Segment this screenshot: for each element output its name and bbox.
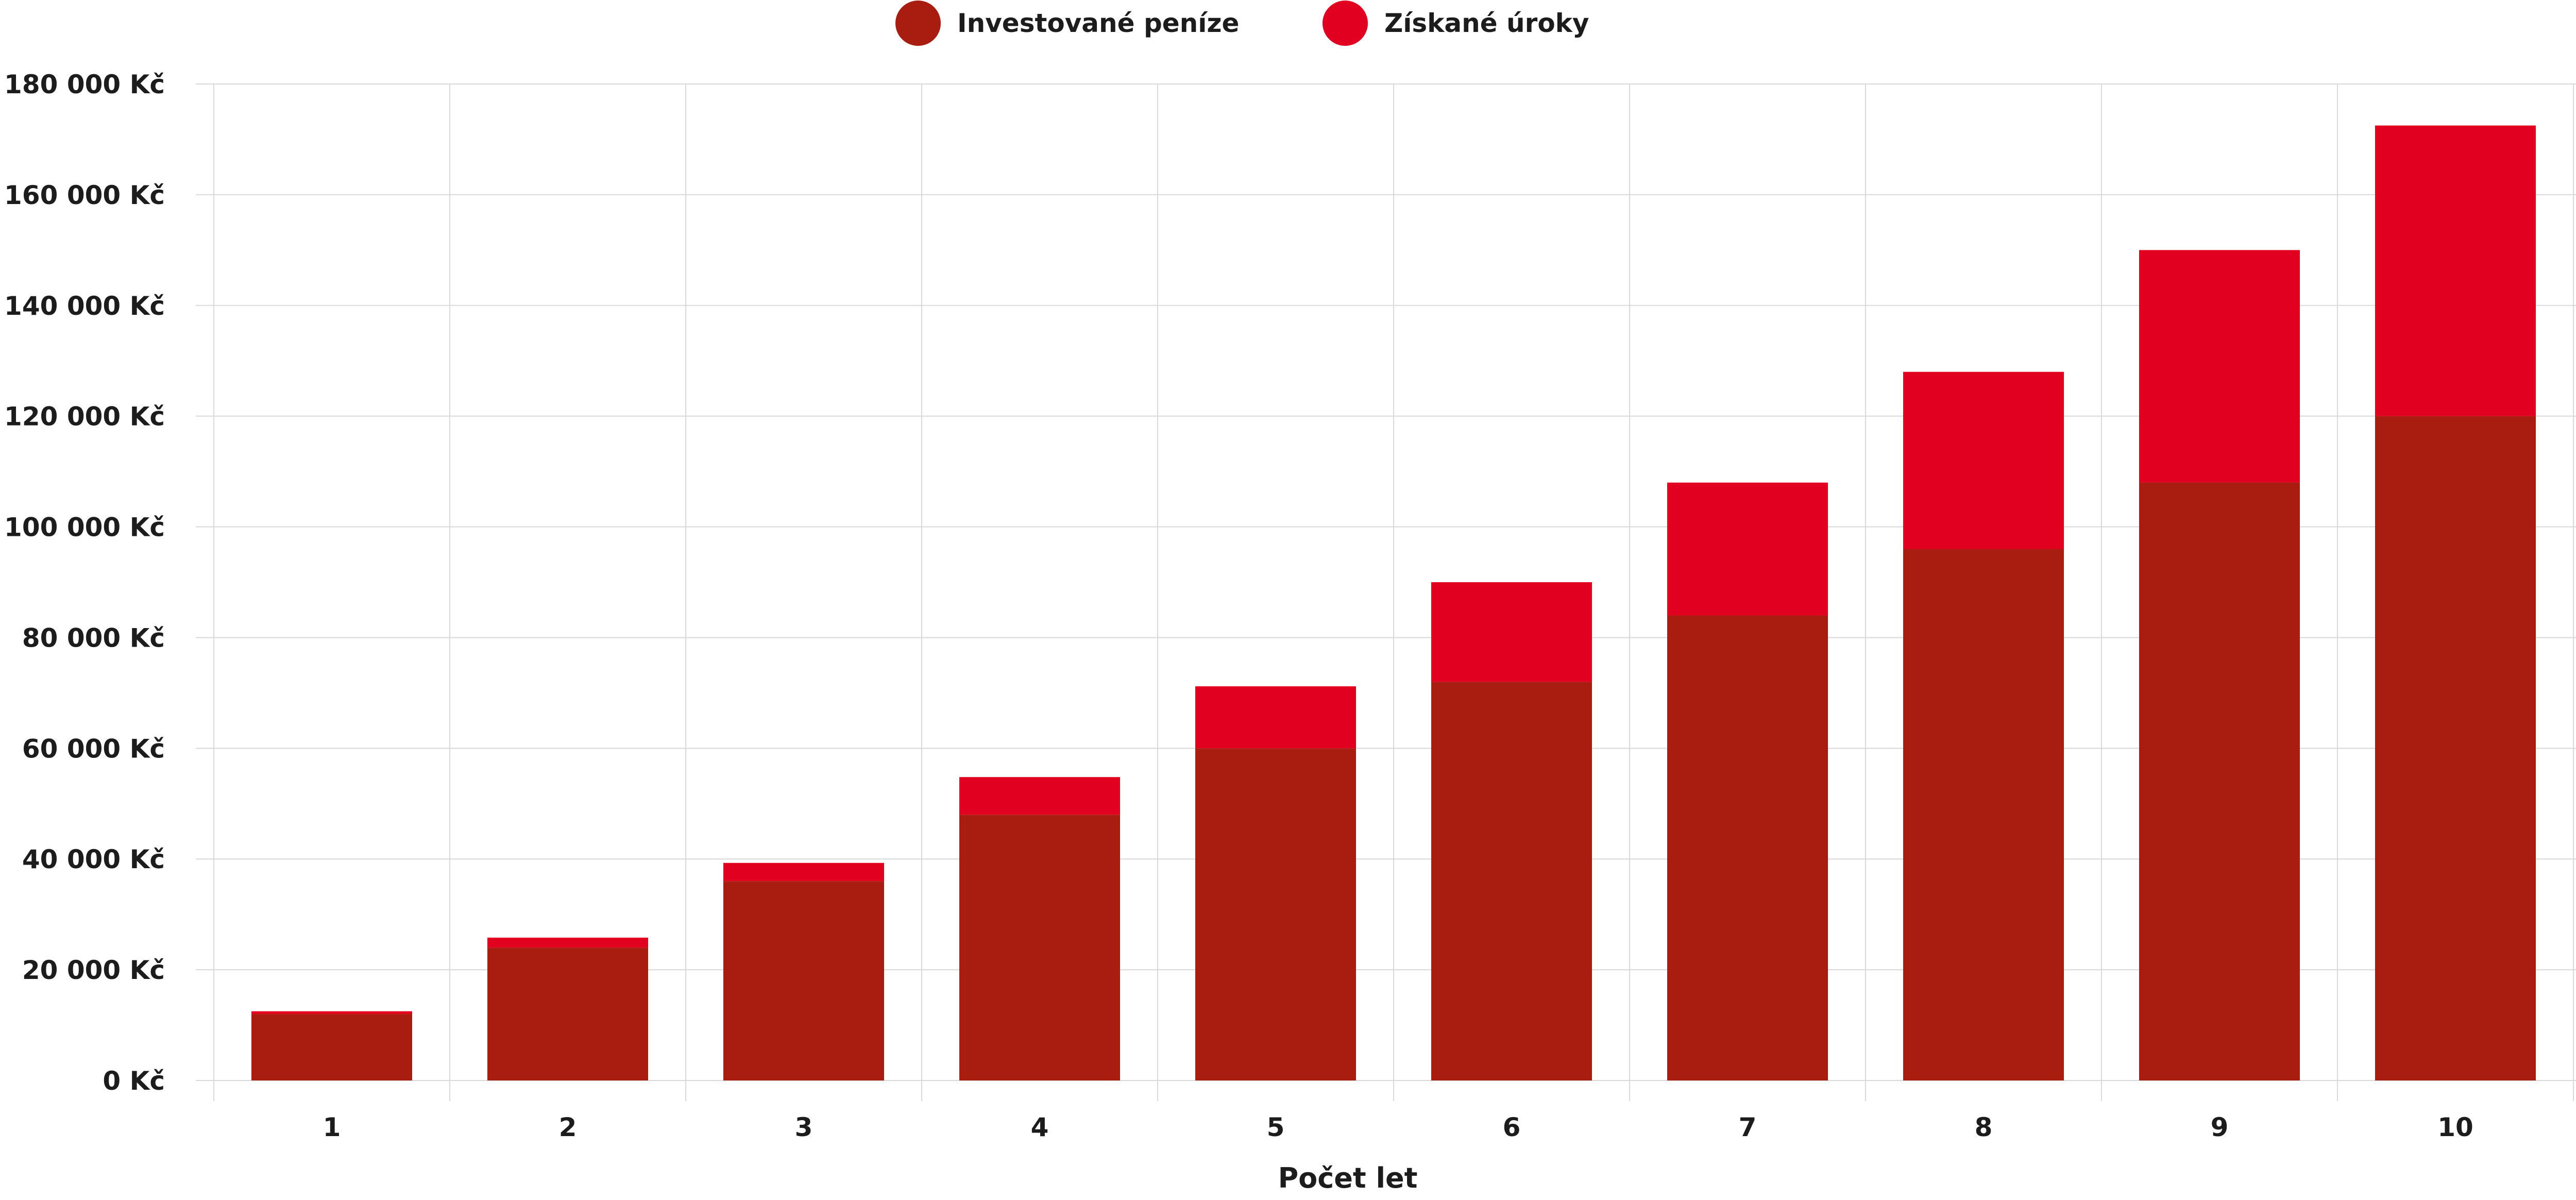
legend-label-interest: Získané úroky [1384,8,1589,38]
x-tick-label: 9 [2211,1112,2229,1142]
y-tick-label: 100 000 Kč [4,513,165,543]
bar-invested [2375,416,2536,1080]
bar-invested [1667,615,1828,1080]
x-tick-label: 4 [1031,1112,1049,1142]
bar-invested [251,1014,412,1080]
x-tick-label: 7 [1739,1112,1757,1142]
chart-legend: Investované peníze Získané úroky [0,0,2576,46]
bar-interest [1667,482,1828,616]
bar-invested [487,948,648,1080]
bar-interest [1903,371,2064,549]
legend-item-invested: Investované peníze [895,0,1239,46]
legend-swatch-interest [1323,1,1368,46]
y-tick-label: 40 000 Kč [22,844,165,874]
legend-label-invested: Investované peníze [957,8,1240,38]
bar-invested [1903,549,2064,1080]
bar-interest [959,777,1120,815]
y-tick-label: 140 000 Kč [4,291,165,321]
bar-invested [723,881,884,1080]
bar-interest [723,863,884,882]
y-tick-label: 180 000 Kč [4,70,165,99]
bar-interest [251,1011,412,1015]
bar-interest [1431,582,1592,682]
bar-invested [2139,482,2300,1080]
y-tick-label: 20 000 Kč [22,955,165,985]
x-tick-label: 10 [2437,1112,2473,1142]
y-tick-label: 60 000 Kč [22,734,165,764]
x-axis-title: Počet let [1278,1162,1418,1194]
y-tick-label: 80 000 Kč [22,623,165,653]
y-tick-label: 0 Kč [103,1066,165,1096]
x-tick-label: 8 [1975,1112,1993,1142]
bar-invested [1195,748,1356,1080]
bar-invested [1431,682,1592,1080]
y-tick-label: 120 000 Kč [4,402,165,432]
bar-interest [1195,686,1356,749]
x-tick-label: 5 [1267,1112,1285,1142]
axis-layer: 0 Kč 20 000 Kč 40 000 Kč 60 000 Kč 80 000 Kč… [4,70,2473,1142]
legend-item-interest: Získané úroky [1323,0,1589,46]
legend-swatch-invested [895,1,941,46]
x-tick-label: 2 [559,1112,577,1142]
bar-invested [959,815,1120,1080]
y-tick-label: 160 000 Kč [4,180,165,210]
bar-interest [2375,125,2536,416]
bar-interest [487,937,648,948]
bar-interest [2139,250,2300,483]
x-tick-label: 1 [323,1112,341,1142]
x-tick-label: 6 [1503,1112,1521,1142]
bars-layer [251,125,2536,1080]
x-tick-label: 3 [795,1112,813,1142]
